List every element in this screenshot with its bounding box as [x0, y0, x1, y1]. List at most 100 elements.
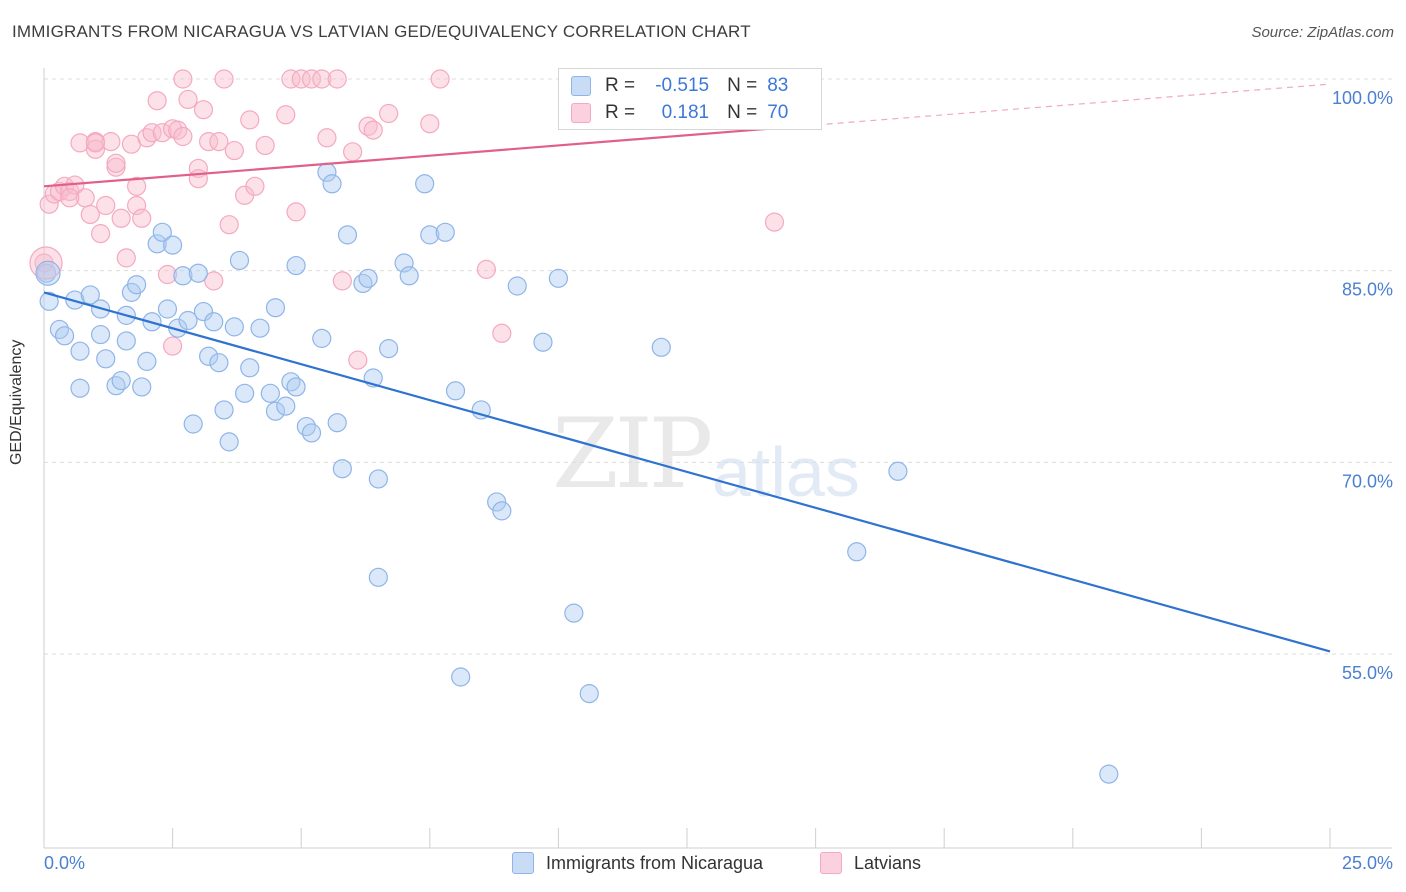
- point-nicaragua: [353, 273, 373, 294]
- point-latvians: [291, 69, 311, 89]
- watermark-zip: ZIP: [552, 398, 713, 510]
- point-nicaragua: [492, 501, 512, 521]
- legend-item-nicaragua[interactable]: Immigrants from Nicaragua: [512, 852, 763, 874]
- x-tick-label-right: 25.0%: [1342, 853, 1393, 873]
- point-nicaragua: [70, 341, 90, 361]
- point-nicaragua: [312, 328, 332, 348]
- point-latvians: [358, 116, 378, 136]
- point-nicaragua: [235, 383, 255, 403]
- legend-label: Latvians: [854, 852, 922, 873]
- point-nicaragua: [157, 299, 178, 319]
- point-latvians: [240, 110, 260, 130]
- tick-labels: 100.0% 85.0% 70.0% 55.0% 0.0% 25.0%: [44, 88, 1393, 873]
- point-latvians: [126, 195, 147, 216]
- point-nicaragua: [126, 275, 147, 295]
- point-nicaragua: [415, 174, 435, 194]
- x-tick-label-left: 0.0%: [44, 853, 85, 873]
- source-label: Source: ZipAtlas.com: [1251, 24, 1394, 41]
- point-latvians: [348, 350, 368, 370]
- trend-line-nicaragua: [43, 291, 1331, 653]
- point-latvians: [80, 204, 100, 225]
- point-nicaragua: [35, 260, 61, 286]
- point-latvians: [245, 176, 265, 196]
- point-nicaragua: [281, 372, 301, 392]
- point-latvians: [178, 89, 198, 110]
- point-nicaragua: [651, 337, 671, 357]
- point-nicaragua: [224, 317, 244, 337]
- trend-extension: [815, 83, 1331, 126]
- r-label: R =: [605, 75, 636, 96]
- point-latvians: [281, 69, 301, 89]
- point-nicaragua: [54, 326, 75, 346]
- data-points: [29, 69, 1119, 784]
- point-nicaragua: [219, 432, 239, 452]
- point-nicaragua: [276, 396, 296, 416]
- point-nicaragua: [199, 346, 219, 366]
- point-nicaragua: [296, 416, 316, 437]
- point-nicaragua: [178, 310, 198, 331]
- point-latvians: [255, 135, 275, 156]
- trend-line-latvians-extension: [815, 83, 1331, 126]
- point-nicaragua: [322, 174, 342, 194]
- point-latvians: [199, 132, 219, 152]
- point-latvians: [379, 103, 399, 124]
- legend-item-latvians[interactable]: Latvians: [820, 852, 921, 874]
- point-nicaragua: [163, 235, 183, 255]
- point-latvians: [85, 133, 106, 153]
- point-nicaragua: [399, 266, 419, 286]
- axes: [43, 68, 1392, 849]
- point-latvians: [420, 114, 440, 134]
- point-nicaragua: [847, 542, 867, 562]
- point-nicaragua: [204, 312, 224, 332]
- point-nicaragua: [379, 339, 399, 359]
- point-latvians: [90, 224, 111, 244]
- point-latvians: [312, 69, 332, 89]
- point-nicaragua: [209, 353, 229, 373]
- point-nicaragua: [332, 459, 352, 479]
- point-nicaragua: [327, 413, 347, 433]
- series-legend: Immigrants from Nicaragua Latvians: [0, 852, 1406, 876]
- point-latvians: [111, 208, 131, 228]
- legend-label: Immigrants from Nicaragua: [546, 852, 764, 873]
- point-nicaragua: [188, 263, 208, 283]
- point-nicaragua: [507, 276, 527, 296]
- point-nicaragua: [337, 225, 358, 245]
- point-latvians: [173, 69, 193, 89]
- point-nicaragua: [1099, 764, 1119, 784]
- point-latvians: [193, 100, 214, 120]
- r-value: 0.181: [661, 102, 710, 123]
- point-latvians: [85, 139, 106, 159]
- point-latvians: [157, 264, 178, 285]
- point-latvians: [332, 271, 352, 291]
- point-latvians: [363, 120, 383, 140]
- point-latvians: [116, 248, 136, 268]
- y-tick-label: 55.0%: [1342, 663, 1393, 683]
- point-latvians: [492, 323, 512, 343]
- legend-row-nicaragua: R = -0.515 N = 83: [571, 73, 788, 99]
- point-nicaragua: [49, 319, 70, 340]
- point-latvians: [327, 69, 347, 89]
- point-nicaragua: [368, 567, 388, 587]
- point-nicaragua: [111, 370, 131, 391]
- point-nicaragua: [286, 255, 306, 276]
- point-latvians: [209, 132, 229, 152]
- point-nicaragua: [358, 268, 378, 288]
- legend-swatch-nicaragua: [571, 76, 591, 96]
- point-latvians: [276, 105, 296, 125]
- point-latvians: [96, 195, 116, 216]
- point-latvians: [39, 194, 59, 214]
- point-nicaragua: [80, 285, 100, 305]
- point-latvians: [147, 91, 167, 111]
- correlation-legend: R = -0.515 N = 83 R = 0.181 N = 70: [558, 68, 822, 130]
- point-nicaragua: [116, 331, 136, 351]
- point-nicaragua: [106, 376, 126, 396]
- trend-lines: [43, 123, 1331, 653]
- point-nicaragua: [265, 298, 286, 318]
- point-latvians: [286, 202, 306, 222]
- legend-swatch-nicaragua: [512, 852, 534, 874]
- point-latvians: [126, 176, 147, 196]
- point-latvians: [204, 271, 224, 291]
- point-nicaragua: [394, 253, 414, 273]
- point-nicaragua: [286, 377, 306, 397]
- watermark-atlas: atlas: [712, 433, 860, 511]
